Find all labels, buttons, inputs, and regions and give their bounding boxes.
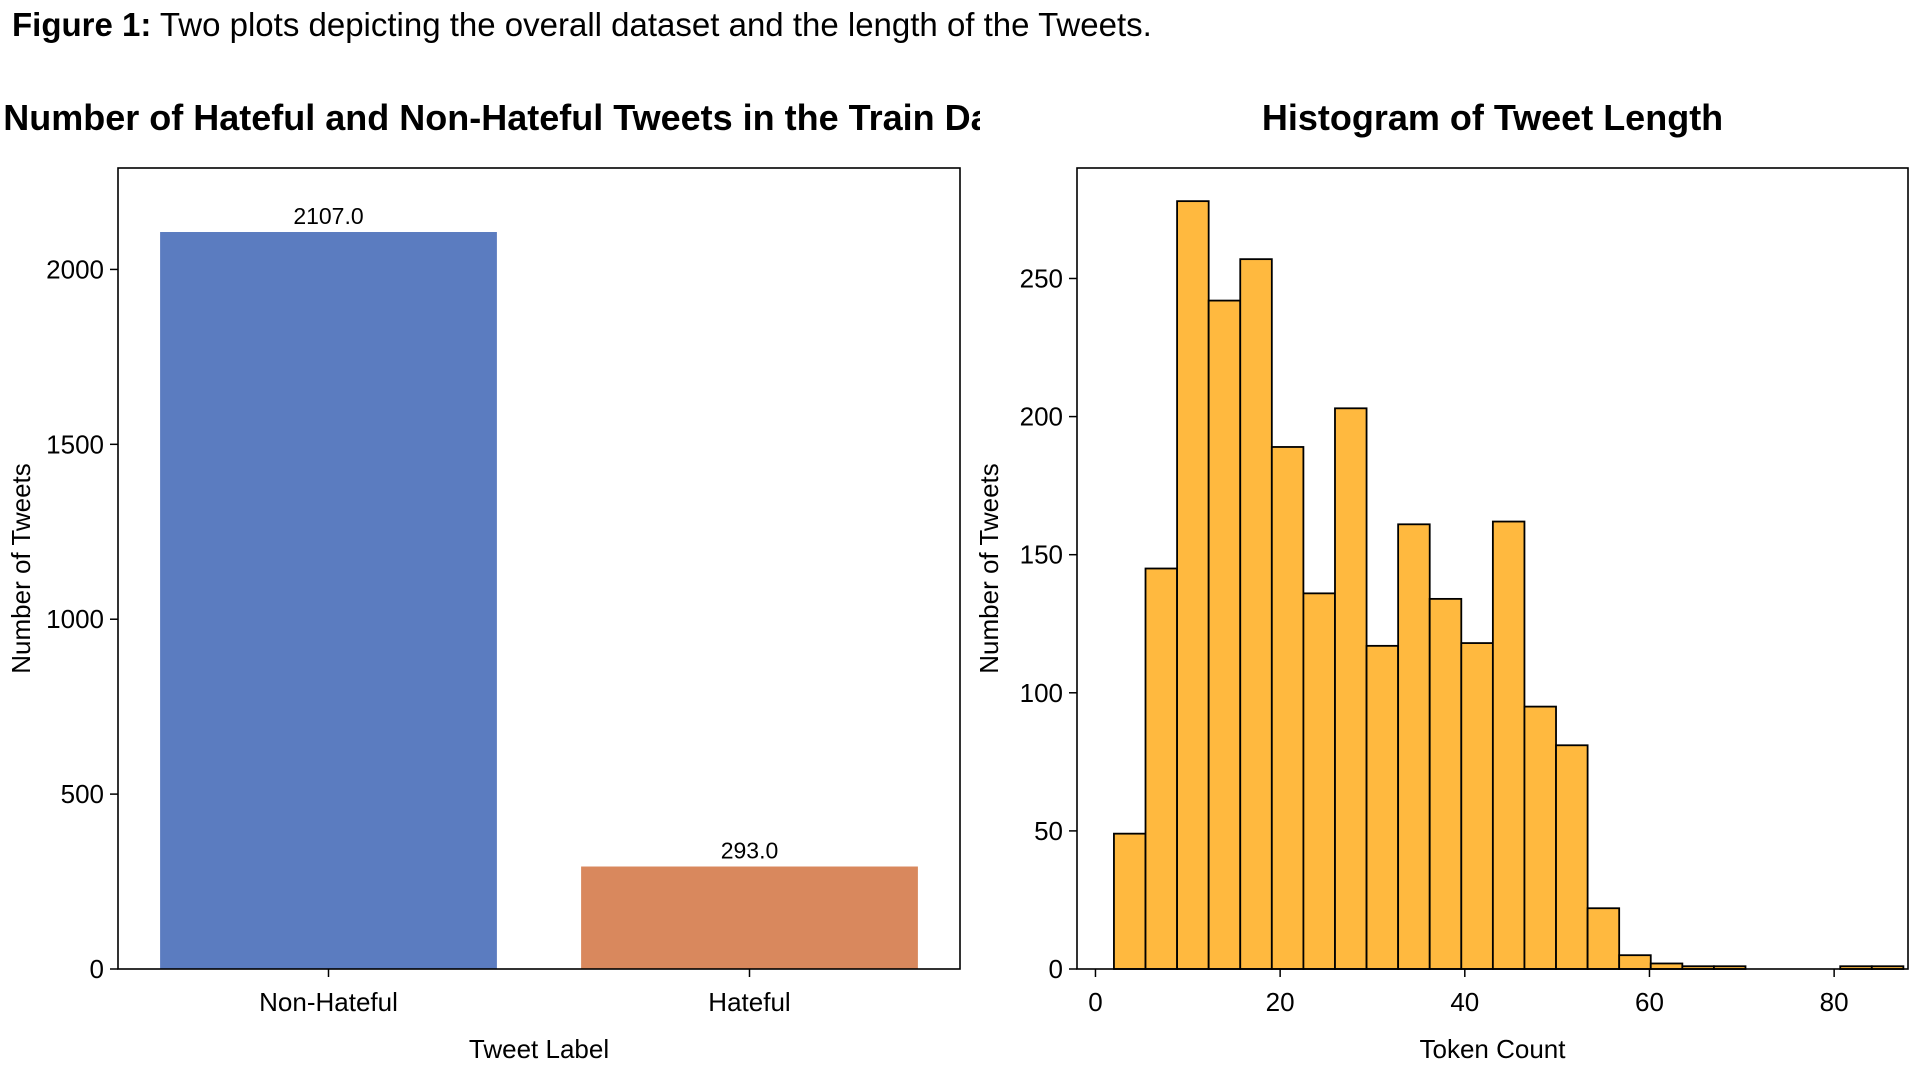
y-tick-label: 250	[1020, 263, 1063, 293]
histogram-bin	[1618, 954, 1652, 970]
x-axis-label: Tweet Label	[469, 1034, 609, 1064]
histogram-bin	[1397, 523, 1431, 970]
chart-title: Histogram of Tweet Length	[1262, 97, 1723, 138]
histogram-bin	[1239, 258, 1273, 970]
bar-hateful	[581, 866, 918, 969]
x-tick-label: Non-Hateful	[259, 987, 398, 1017]
x-tick-label: 80	[1820, 987, 1849, 1017]
histogram-bin	[1334, 407, 1368, 970]
y-tick-label: 50	[1034, 816, 1063, 846]
x-tick-label: Hateful	[708, 987, 790, 1017]
y-axis-label: Number of Tweets	[6, 463, 36, 674]
histogram-bin	[1586, 907, 1621, 970]
plot-frame	[1076, 167, 1909, 970]
figure-caption: Figure 1: Two plots depicting the overal…	[12, 6, 1152, 44]
y-tick-label: 200	[1020, 402, 1063, 432]
histogram-bin	[1207, 299, 1242, 970]
histogram-bin	[1460, 642, 1494, 970]
y-axis-label: Number of Tweets	[974, 463, 1004, 674]
figure-caption-label: Figure 1:	[12, 6, 152, 43]
y-tick-label: 0	[1049, 954, 1063, 984]
y-tick-label: 2000	[46, 254, 104, 284]
y-tick-label: 100	[1020, 678, 1063, 708]
histogram-bin	[1144, 567, 1178, 970]
histogram-bin	[1649, 962, 1684, 970]
histogram-bin	[1365, 644, 1400, 970]
x-axis-label: Token Count	[1420, 1034, 1567, 1064]
data-label: 2107.0	[293, 203, 363, 229]
histogram-bin	[1302, 592, 1336, 970]
y-tick-label: 150	[1020, 540, 1063, 570]
histogram-bin	[1176, 200, 1210, 970]
x-tick-label: 60	[1635, 987, 1664, 1017]
histogram-bin	[1523, 705, 1557, 970]
y-tick-label: 1000	[46, 604, 104, 634]
histogram-bin	[1113, 832, 1147, 970]
histogram-bin	[1555, 744, 1589, 970]
y-tick-label: 0	[90, 954, 104, 984]
histogram-bin	[1270, 446, 1305, 970]
plot-frame	[117, 167, 961, 970]
x-tick-label: 40	[1450, 987, 1479, 1017]
x-tick-label: 0	[1088, 987, 1102, 1017]
bar-chart-tweet-labels: Number of Hateful and Non-Hateful Tweets…	[3, 97, 980, 1064]
data-label: 293.0	[721, 838, 779, 864]
figure-caption-text: Two plots depicting the overall dataset …	[151, 6, 1152, 43]
y-tick-label: 500	[61, 779, 104, 809]
chart-title: Number of Hateful and Non-Hateful Tweets…	[3, 97, 980, 138]
histogram-bin	[1491, 520, 1526, 970]
histogram-bin	[1428, 597, 1463, 970]
x-tick-label: 20	[1266, 987, 1295, 1017]
y-tick-label: 1500	[46, 429, 104, 459]
bar-non-hateful	[160, 232, 497, 970]
